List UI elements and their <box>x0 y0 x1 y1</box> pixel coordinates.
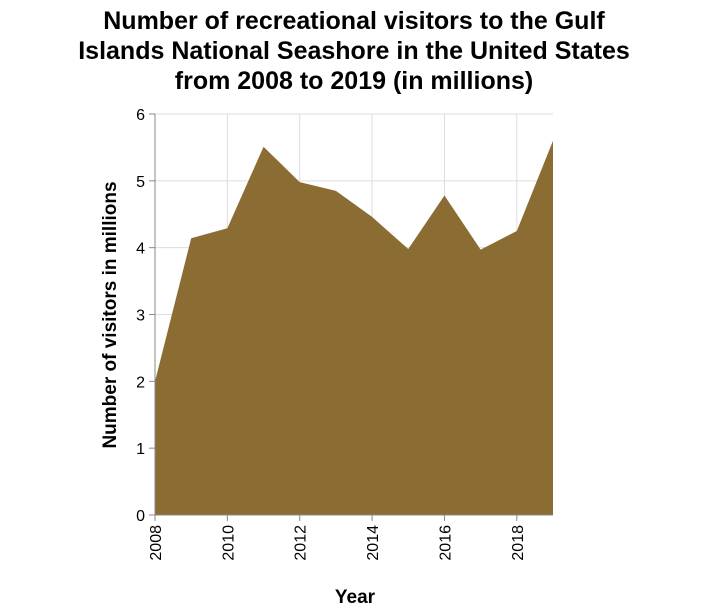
series-layer <box>155 140 553 515</box>
chart-title: Number of recreational visitors to the G… <box>0 6 708 96</box>
x-tick-label: 2018 <box>510 525 527 561</box>
x-tick-label: 2014 <box>365 525 382 561</box>
x-axis-title: Year <box>335 587 376 608</box>
x-tick-label: 2008 <box>148 525 165 561</box>
y-tick-label: 0 <box>136 508 145 525</box>
y-tick-label: 3 <box>136 308 145 325</box>
y-tick-label: 1 <box>136 441 145 458</box>
x-tick-label: 2016 <box>437 525 454 561</box>
series-area <box>155 140 553 515</box>
y-tick-label: 4 <box>136 241 145 258</box>
y-tick-label: 6 <box>136 107 145 124</box>
chart-title-line-2: Islands National Seashore in the United … <box>78 37 630 65</box>
x-tick-label: 2010 <box>220 525 237 561</box>
chart-title-line-3: from 2008 to 2019 (in millions) <box>174 67 534 95</box>
y-tick-label: 5 <box>136 174 145 191</box>
chart-title-line-1: Number of recreational visitors to the G… <box>103 7 605 35</box>
y-tick-label: 2 <box>136 374 145 391</box>
x-tick-label: 2012 <box>293 525 310 561</box>
y-axis-title: Number of visitors in millions <box>100 181 121 448</box>
axes: 0 1 2 3 4 5 6 2008 2010 2012 2014 2016 2018 <box>136 107 553 561</box>
